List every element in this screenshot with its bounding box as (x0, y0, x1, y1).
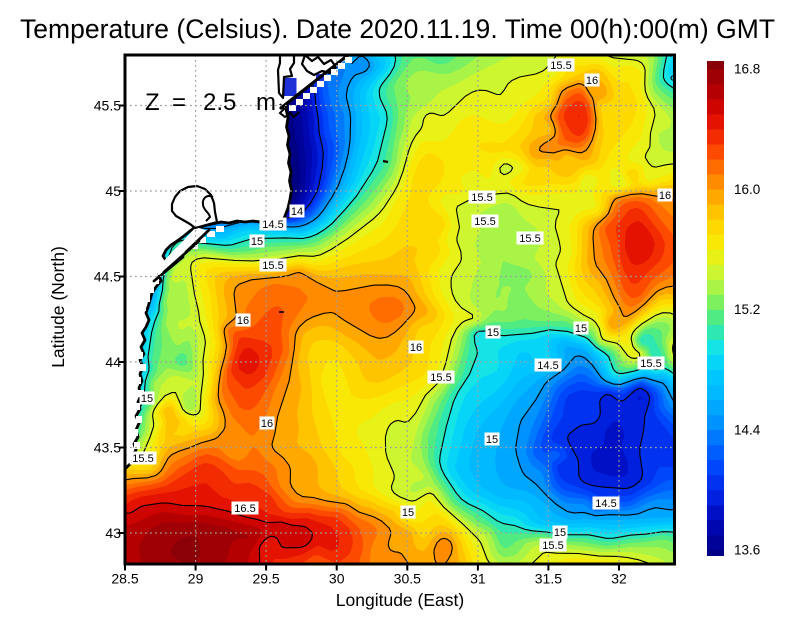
svg-text:16: 16 (586, 75, 598, 87)
svg-text:Temperature (Celsius). Date 20: Temperature (Celsius). Date 2020.11.19. … (20, 14, 775, 44)
svg-text:15.5: 15.5 (132, 453, 153, 465)
svg-text:29.5: 29.5 (252, 571, 279, 587)
svg-text:44: 44 (105, 354, 121, 370)
svg-text:14.4: 14.4 (734, 422, 761, 437)
svg-text:Latitude (North): Latitude (North) (48, 246, 68, 368)
svg-text:15: 15 (251, 236, 263, 248)
svg-text:43: 43 (105, 525, 121, 541)
svg-text:16: 16 (237, 315, 249, 327)
svg-text:14.5: 14.5 (537, 360, 558, 372)
svg-text:31: 31 (470, 571, 486, 587)
svg-text:44.5: 44.5 (94, 268, 121, 284)
svg-text:15.5: 15.5 (471, 192, 492, 204)
svg-text:16.8: 16.8 (734, 62, 760, 77)
svg-text:14.5: 14.5 (262, 219, 283, 231)
svg-text:30: 30 (329, 571, 345, 587)
svg-text:16: 16 (659, 190, 671, 202)
svg-text:14: 14 (291, 206, 303, 218)
svg-text:32: 32 (611, 571, 627, 587)
svg-text:29: 29 (188, 571, 204, 587)
svg-text:m: m (256, 89, 276, 116)
svg-text:15: 15 (402, 507, 414, 519)
svg-text:15.5: 15.5 (550, 60, 571, 72)
svg-text:43.5: 43.5 (94, 439, 121, 455)
svg-text:15: 15 (554, 527, 566, 539)
svg-text:45: 45 (105, 183, 121, 199)
svg-text:15: 15 (575, 323, 587, 335)
svg-text:15.5: 15.5 (430, 372, 451, 384)
svg-text:15.2: 15.2 (734, 302, 760, 317)
svg-text:15.5: 15.5 (262, 260, 283, 272)
svg-text:16.5: 16.5 (234, 503, 255, 515)
svg-text:45.5: 45.5 (94, 97, 121, 113)
svg-text:=: = (172, 89, 186, 116)
svg-text:15.5: 15.5 (542, 540, 563, 552)
svg-text:16: 16 (410, 342, 422, 354)
svg-text:15.5: 15.5 (640, 358, 661, 370)
svg-text:14.5: 14.5 (595, 498, 616, 510)
svg-text:28.5: 28.5 (111, 571, 138, 587)
svg-text:31.5: 31.5 (535, 571, 562, 587)
svg-text:30.5: 30.5 (394, 571, 421, 587)
svg-text:16: 16 (261, 418, 273, 430)
svg-text:16.0: 16.0 (734, 182, 760, 197)
svg-text:15.5: 15.5 (474, 216, 495, 228)
svg-text:15.5: 15.5 (519, 233, 540, 245)
svg-text:15: 15 (486, 434, 498, 446)
svg-text:13.6: 13.6 (734, 543, 760, 558)
svg-text:2.5: 2.5 (203, 89, 236, 116)
svg-text:Z: Z (145, 89, 160, 116)
svg-text:15: 15 (487, 327, 499, 339)
svg-text:Longitude (East): Longitude (East) (336, 590, 464, 610)
svg-text:15: 15 (141, 393, 153, 405)
